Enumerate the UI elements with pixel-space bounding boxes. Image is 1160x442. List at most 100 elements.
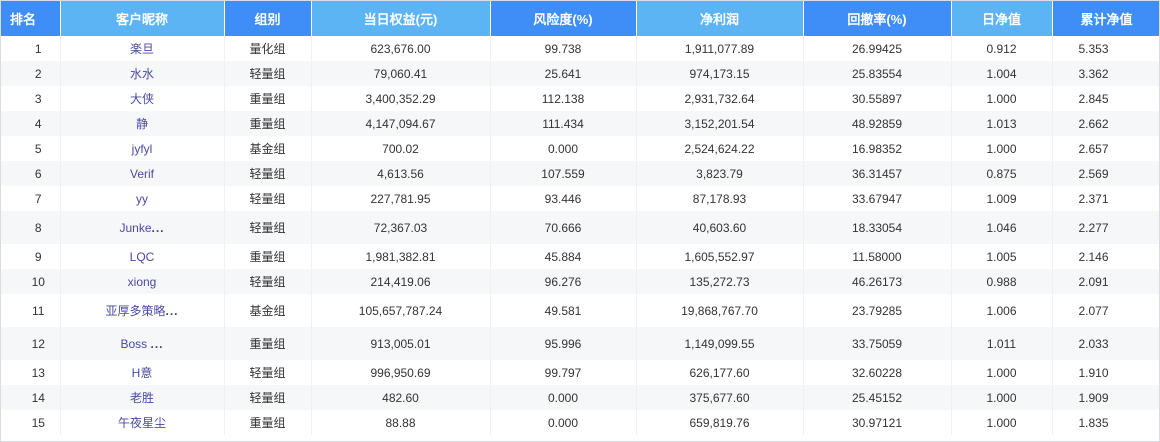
cell-equity: 214,419.06 (311, 269, 491, 294)
cell-daily-nav: 1.004 (951, 61, 1053, 86)
cell-daily-nav: 1.000 (951, 385, 1053, 410)
cell-drawdown: 23.79285 (803, 294, 952, 327)
header-risk[interactable]: 风险度(%) (490, 1, 637, 36)
cell-rank: 9 (1, 244, 61, 269)
cell-rank: 12 (1, 327, 61, 360)
cell-drawdown: 30.97121 (803, 410, 952, 435)
cell-daily-nav: 1.000 (951, 410, 1053, 435)
cell-drawdown: 16.98352 (803, 136, 952, 161)
cell-cumulative-nav: 2.657 (1052, 136, 1159, 161)
cell-profit: 375,677.60 (636, 385, 804, 410)
header-nickname[interactable]: 客户昵称 (60, 1, 225, 36)
cell-group: 量化组 (224, 36, 312, 61)
cell-risk: 99.797 (490, 360, 637, 385)
cell-daily-nav: 1.006 (951, 294, 1053, 327)
cell-group: 轻量组 (224, 360, 312, 385)
header-profit[interactable]: 净利润 (636, 1, 804, 36)
cell-group: 轻量组 (224, 61, 312, 86)
cell-group: 轻量组 (224, 385, 312, 410)
cell-nickname: Verif (60, 161, 225, 186)
cell-risk: 70.666 (490, 211, 637, 244)
cell-profit: 659,819.76 (636, 410, 804, 435)
cell-rank: 6 (1, 161, 61, 186)
cell-equity: 913,005.01 (311, 327, 491, 360)
table-header-row: 排名 客户昵称 组别 当日权益(元) 风险度(%) 净利润 回撤率(%) 日净值… (1, 1, 1159, 36)
cell-equity: 3,400,352.29 (311, 86, 491, 111)
cell-daily-nav: 1.000 (951, 136, 1053, 161)
cell-risk: 0.000 (490, 385, 637, 410)
table-row[interactable]: 11亚厚多策略基金组105,657,787.2449.58119,868,767… (1, 294, 1159, 327)
cell-cumulative-nav: 3.362 (1052, 61, 1159, 86)
cell-profit: 19,868,767.70 (636, 294, 804, 327)
cell-nickname: 午夜星尘 (60, 410, 225, 435)
table-row[interactable]: 1 楽旦 量化组 623,676.00 99.738 1,911,077.89 26.994… (1, 36, 1159, 61)
cell-rank: 13 (1, 360, 61, 385)
cell-risk: 107.559 (490, 161, 637, 186)
cell-equity: 4,147,094.67 (311, 111, 491, 136)
header-daily-nav[interactable]: 日净值 (951, 1, 1053, 36)
header-equity[interactable]: 当日权益(元) (311, 1, 491, 36)
cell-profit: 1,605,552.97 (636, 244, 804, 269)
header-drawdown[interactable]: 回撤率(%) (803, 1, 952, 36)
cell-nickname: H意 (60, 360, 225, 385)
cell-profit: 2,931,732.64 (636, 86, 804, 111)
cell-rank: 10 (1, 269, 61, 294)
cell-drawdown: 26.99425 (803, 36, 952, 61)
table-row[interactable]: 15 午夜星尘 重量组 88.88 0.000 659,819.76 30.97121 1.0… (1, 410, 1159, 435)
table-row[interactable]: 13 H意 轻量组 996,950.69 99.797 626,177.60 32.6022… (1, 360, 1159, 385)
table-row[interactable]: 14 老胜 轻量组 482.60 0.000 375,677.60 25.45152 1.00… (1, 385, 1159, 410)
table-row[interactable]: 10 xiong 轻量组 214,419.06 96.276 135,272.73 46.2… (1, 269, 1159, 294)
cell-equity: 88.88 (311, 410, 491, 435)
cell-equity: 105,657,787.24 (311, 294, 491, 327)
cell-nickname: 楽旦 (60, 36, 225, 61)
table-row[interactable]: 2 水水 轻量组 79,060.41 25.641 974,173.15 25.83554 1… (1, 61, 1159, 86)
cell-risk: 25.641 (490, 61, 637, 86)
cell-profit: 1,149,099.55 (636, 327, 804, 360)
table-row[interactable]: 5 jyfyl 基金组 700.02 0.000 2,524,624.22 16.98352… (1, 136, 1159, 161)
cell-daily-nav: 1.000 (951, 86, 1053, 111)
cell-daily-nav: 1.009 (951, 186, 1053, 211)
header-cumulative-nav[interactable]: 累计净值 (1052, 1, 1159, 36)
header-rank[interactable]: 排名 (1, 1, 61, 36)
table-row[interactable]: 3 大侠 重量组 3,400,352.29 112.138 2,931,732.64 30.… (1, 86, 1159, 111)
cell-nickname: 老胜 (60, 385, 225, 410)
cell-risk: 0.000 (490, 410, 637, 435)
cell-profit: 626,177.60 (636, 360, 804, 385)
cell-profit: 135,272.73 (636, 269, 804, 294)
cell-risk: 93.446 (490, 186, 637, 211)
cell-nickname: Junke (60, 211, 225, 244)
cell-profit: 3,823.79 (636, 161, 804, 186)
cell-profit: 40,603.60 (636, 211, 804, 244)
cell-equity: 227,781.95 (311, 186, 491, 211)
cell-cumulative-nav: 2.077 (1052, 294, 1159, 327)
cell-cumulative-nav: 2.569 (1052, 161, 1159, 186)
cell-nickname: Boss (60, 327, 225, 360)
table-row[interactable]: 7 yy 轻量组 227,781.95 93.446 87,178.93 33.67947 1… (1, 186, 1159, 211)
cell-equity: 700.02 (311, 136, 491, 161)
table-row[interactable]: 6 Verif 轻量组 4,613.56 107.559 3,823.79 36.31457… (1, 161, 1159, 186)
table-row[interactable]: 9 LQC 重量组 1,981,382.81 45.884 1,605,552.97 11.… (1, 244, 1159, 269)
cell-nickname: 亚厚多策略 (60, 294, 225, 327)
cell-profit: 2,524,624.22 (636, 136, 804, 161)
cell-nickname: xiong (60, 269, 225, 294)
cell-cumulative-nav: 2.033 (1052, 327, 1159, 360)
table-row[interactable]: 4 静重量组 4,147,094.67 111.434 3,152,201.54 48.9… (1, 111, 1159, 136)
table-row[interactable]: 8Junke轻量组72,367.0370.66640,603.6018.3305… (1, 211, 1159, 244)
cell-drawdown: 33.67947 (803, 186, 952, 211)
cell-group: 轻量组 (224, 186, 312, 211)
cell-cumulative-nav: 1.835 (1052, 410, 1159, 435)
cell-drawdown: 18.33054 (803, 211, 952, 244)
cell-nickname: 大侠 (60, 86, 225, 111)
cell-rank: 14 (1, 385, 61, 410)
cell-rank: 5 (1, 136, 61, 161)
cell-rank: 8 (1, 211, 61, 244)
header-group[interactable]: 组别 (224, 1, 312, 36)
table-body: 1 楽旦 量化组 623,676.00 99.738 1,911,077.89 26.994… (1, 36, 1159, 435)
cell-nickname: jyfyl (60, 136, 225, 161)
cell-equity: 79,060.41 (311, 61, 491, 86)
cell-risk: 112.138 (490, 86, 637, 111)
cell-equity: 1,981,382.81 (311, 244, 491, 269)
cell-daily-nav: 1.046 (951, 211, 1053, 244)
